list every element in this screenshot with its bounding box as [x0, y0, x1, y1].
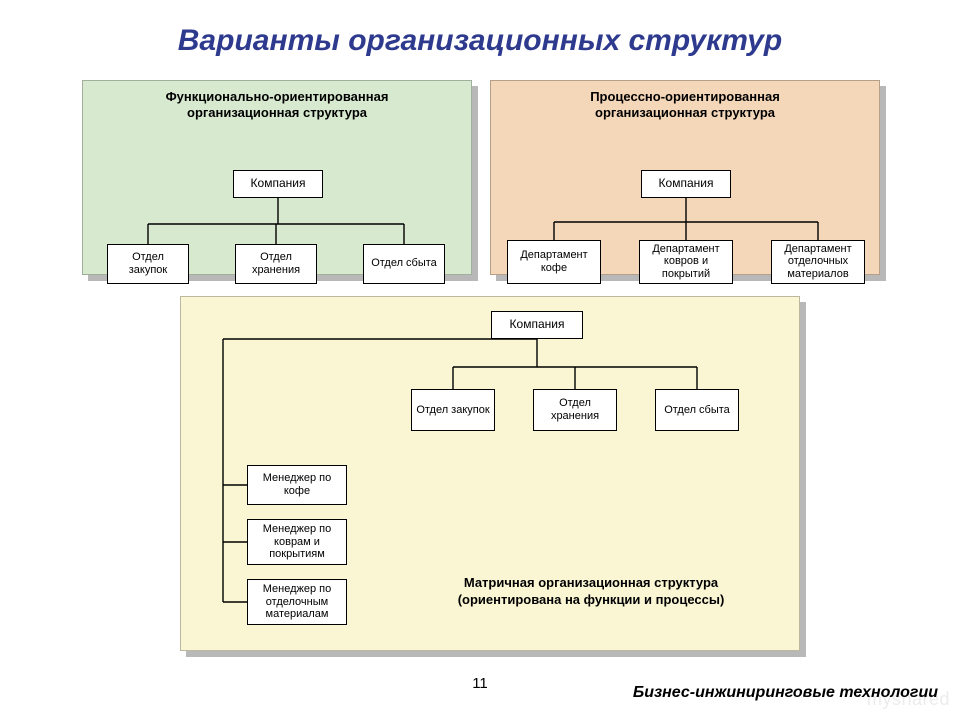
- process-root: Компания: [641, 170, 731, 198]
- functional-child-2: Отдел сбыта: [363, 244, 445, 284]
- matrix-row-2: Менеджер по отделочным материалам: [247, 579, 347, 625]
- panel-functional: Функционально-ориентированная организаци…: [82, 80, 472, 275]
- process-connectors: [491, 124, 881, 319]
- panel-process: Процессно-ориентированная организационна…: [490, 80, 880, 275]
- matrix-col-2: Отдел сбыта: [655, 389, 739, 431]
- process-child-1: Департамент ковров и покрытий: [639, 240, 733, 284]
- panel-process-title: Процессно-ориентированная организационна…: [491, 81, 879, 124]
- process-child-0: Департамент кофе: [507, 240, 601, 284]
- functional-child-1: Отдел хранения: [235, 244, 317, 284]
- process-child-2: Департамент отделочных материалов: [771, 240, 865, 284]
- matrix-col-0: Отдел закупок: [411, 389, 495, 431]
- functional-root: Компания: [233, 170, 323, 198]
- page-title: Варианты организационных структур: [0, 0, 960, 68]
- panel-matrix: Компания Отдел закупок Отдел хранения Отдел…: [180, 296, 800, 651]
- matrix-row-1: Менеджер по коврам и покрытиям: [247, 519, 347, 565]
- panel-matrix-caption: Матричная организационная структура (ори…: [391, 575, 791, 609]
- functional-child-0: Отдел закупок: [107, 244, 189, 284]
- matrix-col-1: Отдел хранения: [533, 389, 617, 431]
- watermark: myshared: [867, 689, 950, 710]
- matrix-root: Компания: [491, 311, 583, 339]
- panel-functional-title: Функционально-ориентированная организаци…: [83, 81, 471, 124]
- matrix-row-0: Менеджер по кофе: [247, 465, 347, 505]
- functional-connectors: [83, 124, 473, 319]
